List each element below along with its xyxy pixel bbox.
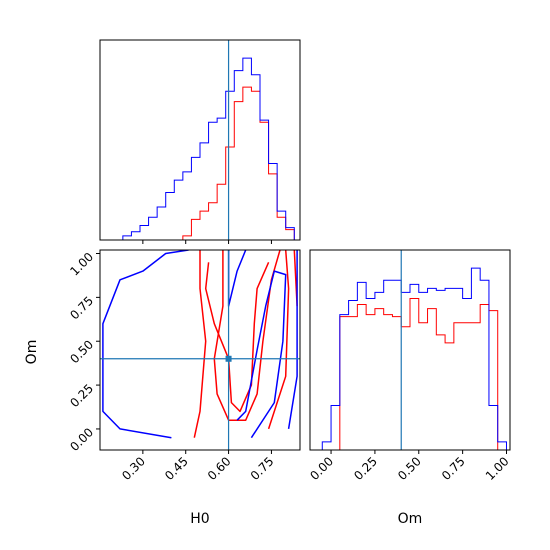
contour-x-tick-label-3: 0.75 bbox=[248, 454, 277, 483]
contour-x-tick-label-0: 0.30 bbox=[119, 454, 148, 483]
om-hist-series-2-step bbox=[321, 267, 507, 450]
om-hist-x-tick-label-1: 0.25 bbox=[351, 454, 380, 483]
om-hist-x-tick-label-0: 0.00 bbox=[307, 454, 336, 483]
h0-hist-frame bbox=[99, 39, 301, 241]
om-hist-series-1-step bbox=[322, 297, 507, 451]
contour-y-tick-label-3: 0.75 bbox=[67, 294, 96, 323]
om-hist-x-tick-label-2: 0.50 bbox=[395, 454, 424, 483]
contour-series-1-level-3 bbox=[204, 261, 270, 413]
contour-lines bbox=[102, 250, 298, 439]
h0-hist-series-1-step bbox=[114, 86, 295, 241]
contour-series-1-level-4 bbox=[267, 250, 290, 430]
contour-frame bbox=[99, 249, 301, 451]
h0-histogram-panel bbox=[99, 39, 301, 244]
contour-truth-marker bbox=[225, 355, 232, 362]
contour-y-tick-label-1: 0.25 bbox=[67, 381, 96, 410]
h0-om-contour-panel: 0.30 0.45 0.60 0.75 0.00 0.25 0.50 0.75 1.00 bbox=[67, 249, 301, 483]
om-hist-x-tick-label-3: 0.75 bbox=[439, 454, 468, 483]
contour-y-tick-label-0: 0.00 bbox=[67, 425, 96, 454]
h0-hist-series-2-step bbox=[114, 57, 295, 241]
contour-y-tick-label-2: 0.50 bbox=[67, 337, 96, 366]
om-histogram-panel: 0.00 0.25 0.50 0.75 1.00 bbox=[307, 249, 512, 483]
contour-series-2-level-4 bbox=[227, 250, 247, 307]
contour-x-tick-label-1: 0.45 bbox=[162, 454, 191, 483]
contour-series-2-level-1 bbox=[102, 250, 189, 439]
om-hist-frame bbox=[309, 249, 511, 451]
om-hist-x-tick-label-4: 1.00 bbox=[483, 454, 512, 483]
x-axis-label-h0: H0 bbox=[190, 511, 209, 527]
contour-y-tick-label-4: 1.00 bbox=[67, 250, 96, 279]
contour-x-tick-label-2: 0.60 bbox=[205, 454, 234, 483]
x-axis-label-om: Om bbox=[398, 511, 423, 527]
contour-series-2-level-3 bbox=[287, 250, 298, 430]
contour-series-2-level-2 bbox=[236, 270, 287, 439]
contour-series-1-level-1 bbox=[193, 250, 207, 438]
y-axis-label-om: Om bbox=[24, 340, 40, 365]
